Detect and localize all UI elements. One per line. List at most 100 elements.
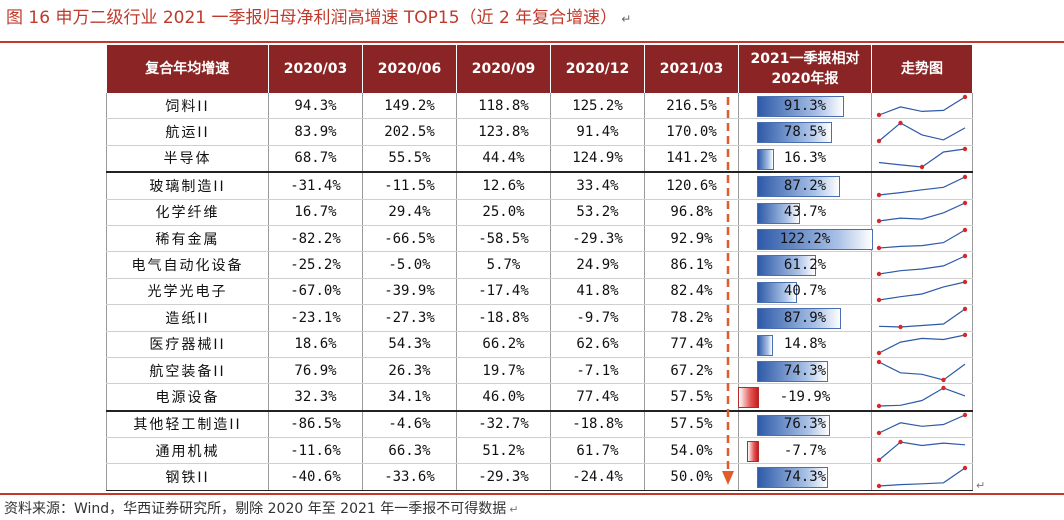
sparkline-line xyxy=(878,96,966,116)
header-cell: 2021一季报相对2020年报 xyxy=(738,45,872,93)
growth-value: 149.2% xyxy=(362,93,457,120)
growth-value: 61.7% xyxy=(550,437,645,465)
sparkline-max-marker xyxy=(941,385,946,391)
sparkline-line xyxy=(878,441,966,461)
sparkline-min-marker xyxy=(876,431,882,436)
growth-value: 32.3% xyxy=(268,383,363,412)
relative-change-value: 14.8% xyxy=(783,336,827,353)
growth-value: -24.4% xyxy=(550,463,645,491)
growth-value: -7.1% xyxy=(550,357,645,385)
growth-value: -18.8% xyxy=(550,410,645,439)
industry-name: 稀有金属 xyxy=(106,225,269,253)
industry-name: 电源设备 xyxy=(106,383,269,412)
relative-change-cell: 16.3% xyxy=(738,145,872,174)
relative-change-value: 122.2% xyxy=(779,230,831,247)
trend-sparkline xyxy=(876,174,968,198)
growth-value: 78.2% xyxy=(644,304,739,332)
industry-name: 玻璃制造II xyxy=(106,172,269,200)
growth-value: -58.5% xyxy=(456,225,551,253)
relative-change-value: 16.3% xyxy=(783,150,827,167)
sparkline-max-marker xyxy=(962,306,968,312)
growth-value: 51.2% xyxy=(456,437,551,465)
data-bar xyxy=(757,360,829,382)
trend-sparkline-cell xyxy=(871,145,973,174)
growth-value: 86.1% xyxy=(644,251,739,279)
header-cell: 2020/06 xyxy=(362,45,457,93)
trend-sparkline-cell xyxy=(871,172,973,200)
table-row: 电源设备 32.3% 34.1% 46.0% 77.4% 57.5% -19.9% xyxy=(106,383,973,412)
trend-sparkline xyxy=(876,359,966,382)
relative-change-value: 87.2% xyxy=(783,177,827,194)
growth-value: 216.5% xyxy=(644,93,739,120)
sparkline-min-marker xyxy=(876,271,882,277)
sparkline-max-marker xyxy=(898,439,903,444)
sparkline-min-marker xyxy=(876,483,882,489)
data-bar xyxy=(757,202,800,224)
relative-change-value: 43.7% xyxy=(783,204,827,221)
growth-value: 34.1% xyxy=(362,383,457,412)
sparkline-line xyxy=(878,255,966,275)
relative-change-cell: -19.9% xyxy=(738,383,872,412)
sparkline-min-marker xyxy=(876,219,882,224)
relative-change-value: 74.3% xyxy=(783,362,827,379)
growth-value: -33.6% xyxy=(362,463,457,491)
growth-value: 67.2% xyxy=(644,357,739,385)
sparkline-max-marker xyxy=(962,280,968,285)
sparkline-line xyxy=(878,308,966,328)
data-bar xyxy=(757,122,833,144)
trend-sparkline-cell xyxy=(871,251,973,279)
header-cell: 走势图 xyxy=(871,45,973,93)
bottom-rule xyxy=(0,493,1064,495)
sparkline-min-marker xyxy=(876,112,882,117)
growth-value: 29.4% xyxy=(362,199,457,226)
growth-value: 96.8% xyxy=(644,199,739,226)
growth-value: 55.5% xyxy=(362,145,457,174)
data-bar xyxy=(738,387,759,409)
growth-value: 141.2% xyxy=(644,145,739,174)
growth-value: 68.7% xyxy=(268,145,363,174)
growth-value: -29.3% xyxy=(456,463,551,491)
trend-sparkline xyxy=(876,333,968,356)
data-bar xyxy=(757,281,797,303)
relative-change-cell: 43.7% xyxy=(738,199,872,226)
growth-value: -39.9% xyxy=(362,278,457,306)
sparkline-max-marker xyxy=(962,413,968,418)
figure-title: 图 16 申万二级行业 2021 一季报归母净利润高增速 TOP15（近 2 年… xyxy=(6,6,631,31)
sparkline-max-marker xyxy=(962,227,968,232)
paragraph-mark-icon: ↵ xyxy=(509,503,519,516)
growth-value: 120.6% xyxy=(644,172,739,200)
relative-change-cell: 78.5% xyxy=(738,118,872,146)
trend-sparkline-cell xyxy=(871,383,973,412)
industry-name: 其他轻工制造II xyxy=(106,410,269,439)
relative-change-value: -7.7% xyxy=(783,442,827,459)
growth-value: 91.4% xyxy=(550,118,645,146)
table-row: 航运II 83.9% 202.5% 123.8% 91.4% 170.0% 78.5% xyxy=(106,118,973,146)
trend-sparkline xyxy=(878,306,968,330)
trend-sparkline-cell xyxy=(871,437,973,465)
growth-value: 125.2% xyxy=(550,93,645,120)
relative-change-cell: 14.8% xyxy=(738,331,872,358)
growth-value: 53.2% xyxy=(550,199,645,226)
growth-value: 202.5% xyxy=(362,118,457,146)
relative-change-cell: 87.2% xyxy=(738,172,872,200)
sparkline-line xyxy=(878,387,966,407)
industry-name: 钢铁II xyxy=(106,463,269,491)
industry-name: 航空装备II xyxy=(106,357,269,385)
sparkline-min-marker xyxy=(941,377,946,382)
table-row: 化学纤维 16.7% 29.4% 25.0% 53.2% 96.8% 43.7% xyxy=(106,199,973,226)
sparkline-line xyxy=(878,148,966,169)
table-row: 航空装备II 76.9% 26.3% 19.7% -7.1% 67.2% 74.3% xyxy=(106,357,973,385)
sparkline-min-marker xyxy=(876,403,882,409)
relative-change-value: 78.5% xyxy=(783,124,827,141)
paragraph-mark-icon: ↵ xyxy=(976,479,986,492)
relative-change-value: 74.3% xyxy=(783,469,827,486)
table-row: 其他轻工制造II -86.5% -4.6% -32.7% -18.8% 57.5% 76.3… xyxy=(106,410,973,439)
data-bar xyxy=(757,96,845,117)
trend-sparkline-cell xyxy=(871,225,973,253)
growth-value: 26.3% xyxy=(362,357,457,385)
table-row: 光学光电子 -67.0% -39.9% -17.4% 41.8% 82.4% 40.7% xyxy=(106,278,973,306)
growth-value: 66.2% xyxy=(456,331,551,358)
sparkline-max-marker xyxy=(962,333,968,338)
table-row: 半导体 68.7% 55.5% 44.4% 124.9% 141.2% 16.3% xyxy=(106,145,973,174)
growth-value: 16.7% xyxy=(268,199,363,226)
